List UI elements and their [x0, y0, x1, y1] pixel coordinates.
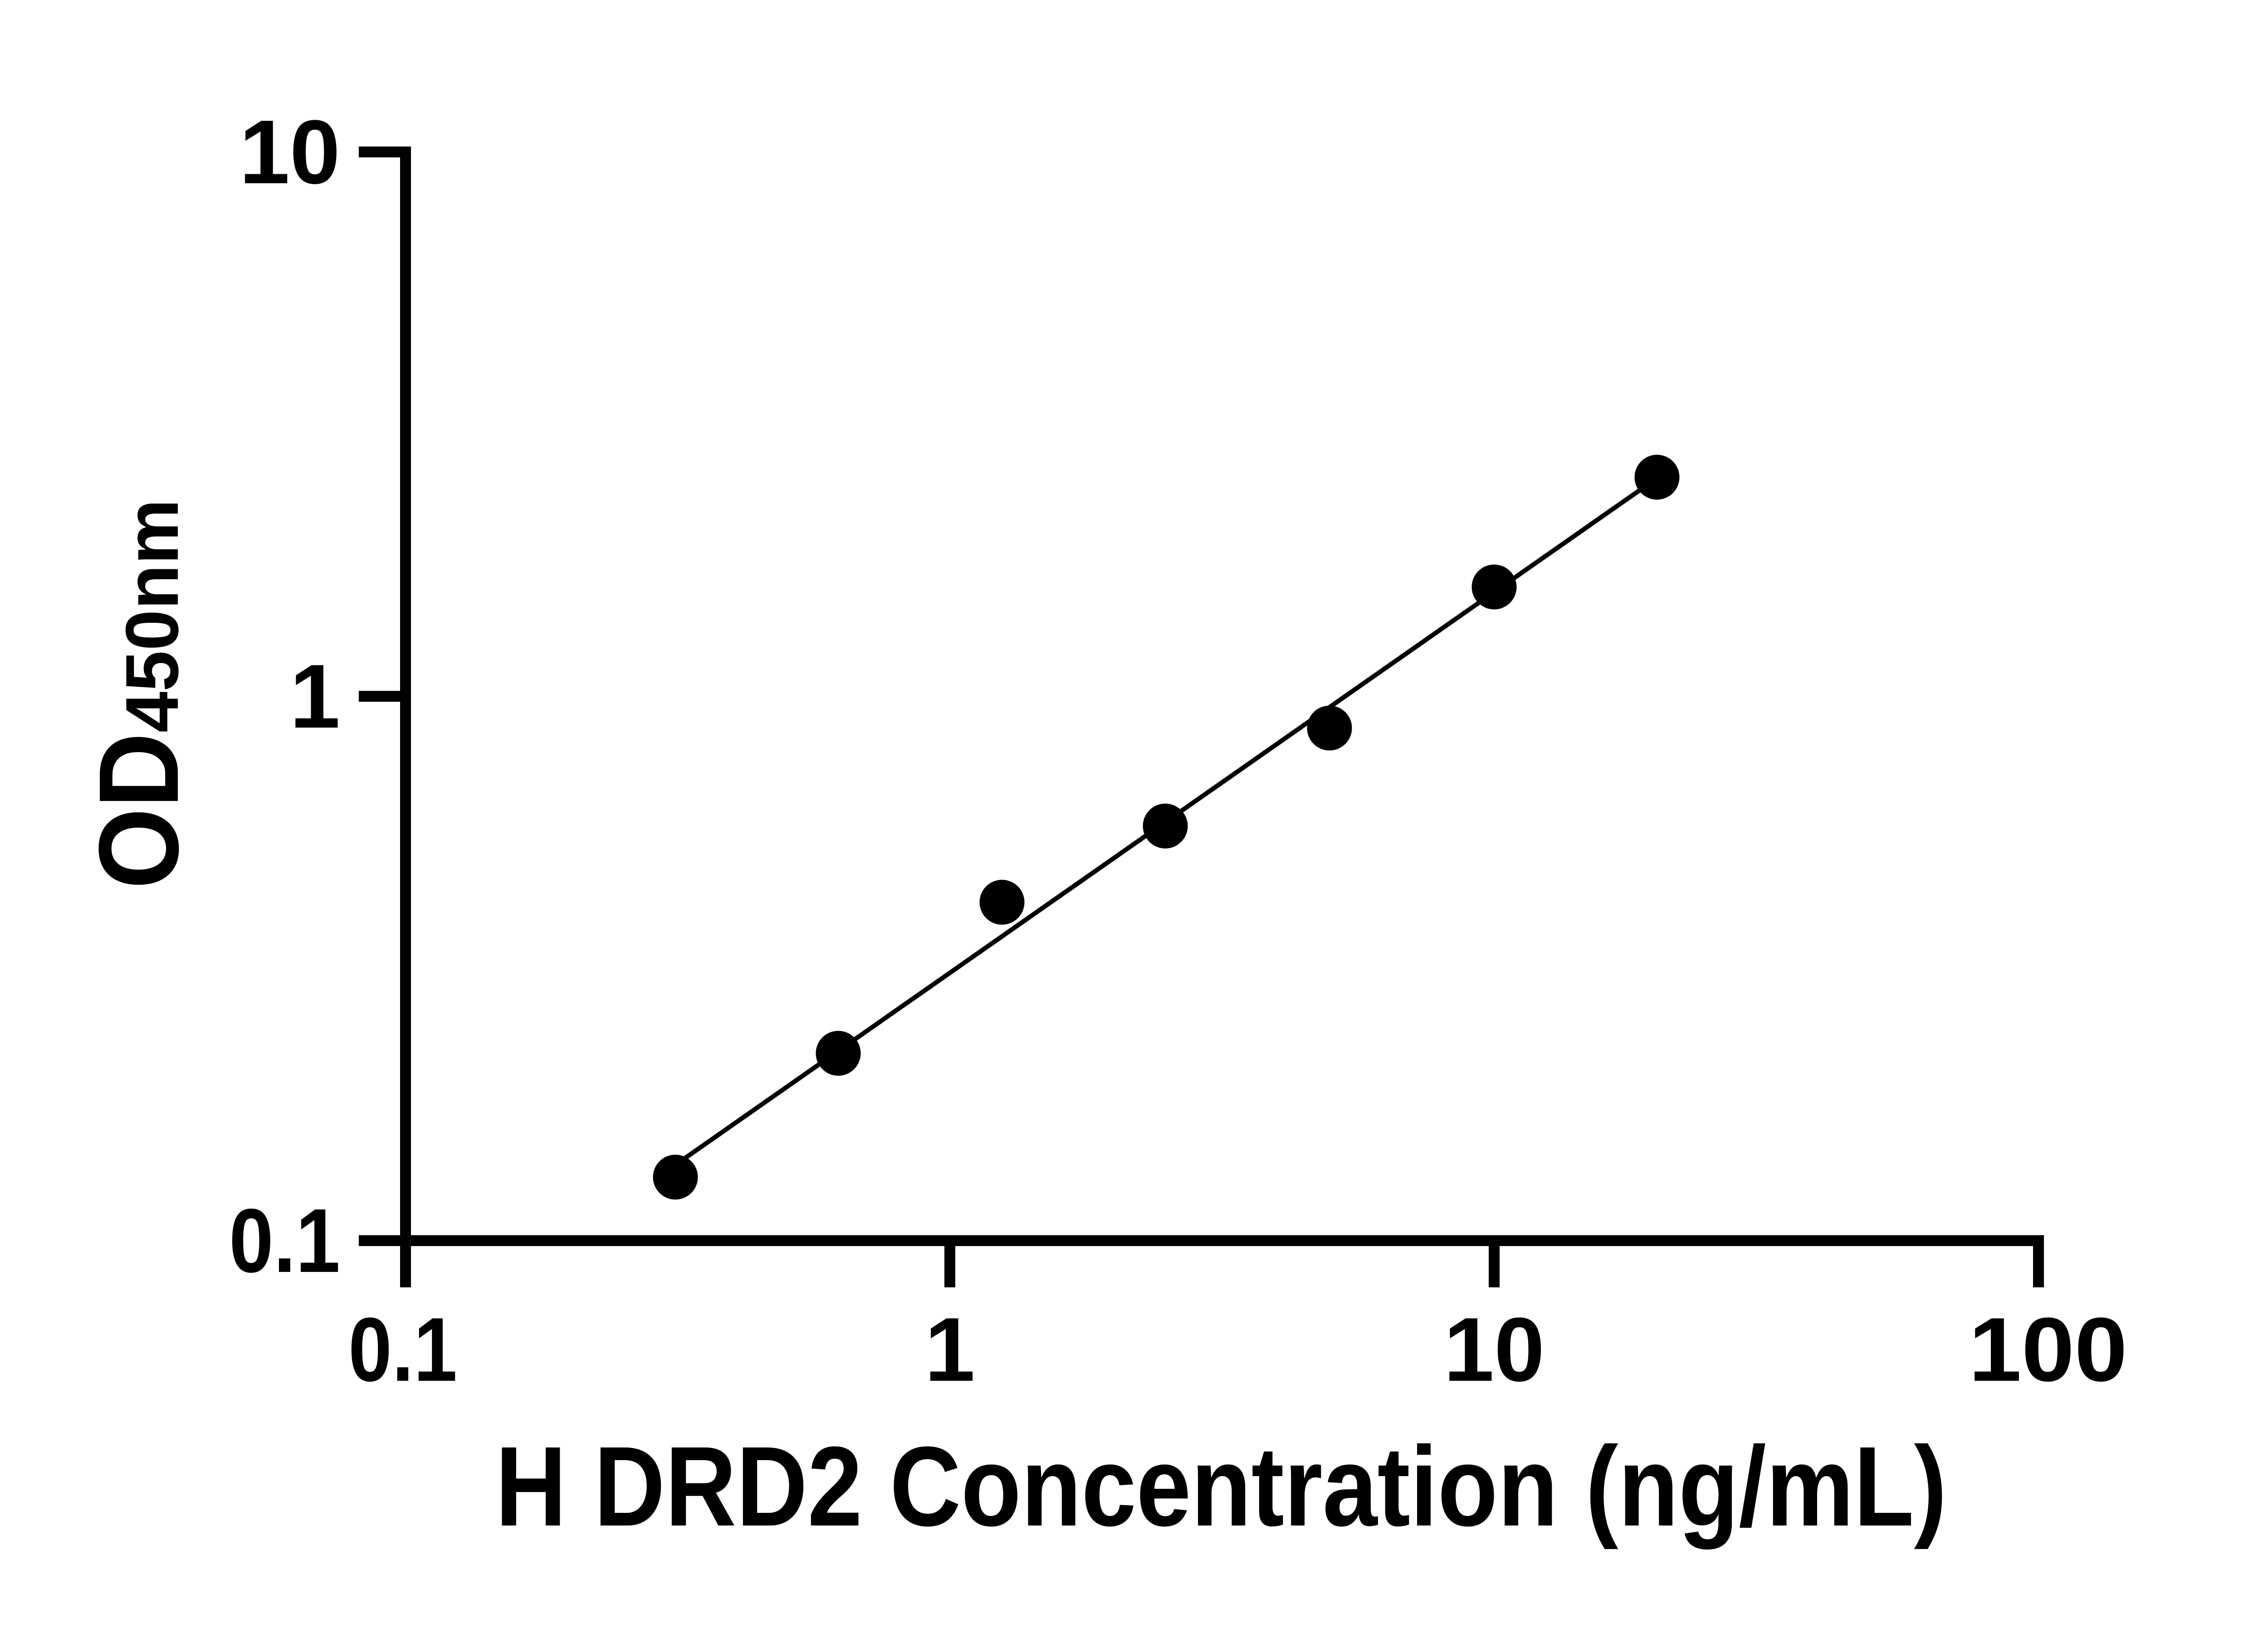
- svg-text:450nm: 450nm: [110, 499, 194, 733]
- svg-text:1: 1: [290, 646, 340, 747]
- svg-text:OD: OD: [75, 733, 202, 889]
- svg-text:10: 10: [240, 102, 340, 203]
- svg-text:H DRD2 Concentration (ng/mL): H DRD2 Concentration (ng/mL): [495, 1423, 1947, 1550]
- svg-text:0.1: 0.1: [229, 1190, 340, 1291]
- svg-text:100: 100: [1969, 1299, 2127, 1400]
- svg-text:0.1: 0.1: [348, 1299, 457, 1400]
- svg-text:10: 10: [1444, 1299, 1545, 1400]
- svg-text:1: 1: [924, 1299, 975, 1400]
